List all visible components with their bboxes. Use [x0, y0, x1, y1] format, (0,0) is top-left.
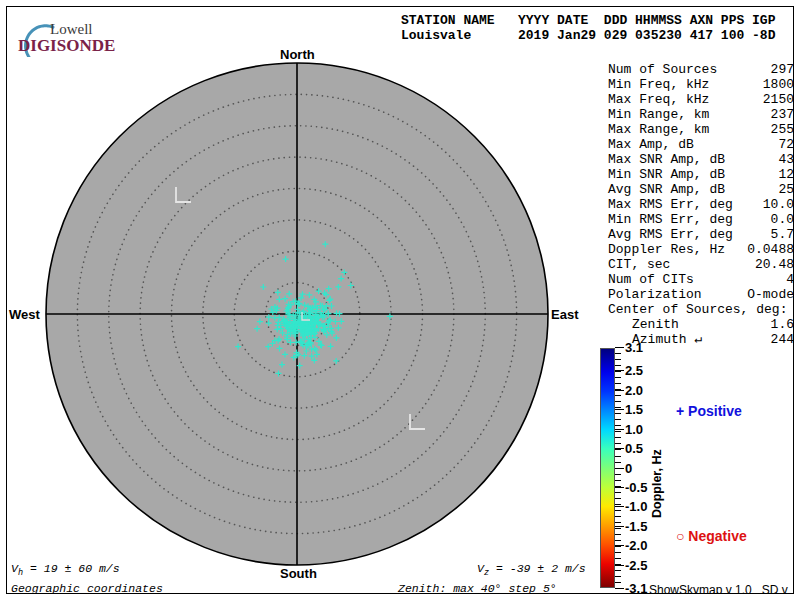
svg-text:Lowell: Lowell: [50, 21, 93, 37]
